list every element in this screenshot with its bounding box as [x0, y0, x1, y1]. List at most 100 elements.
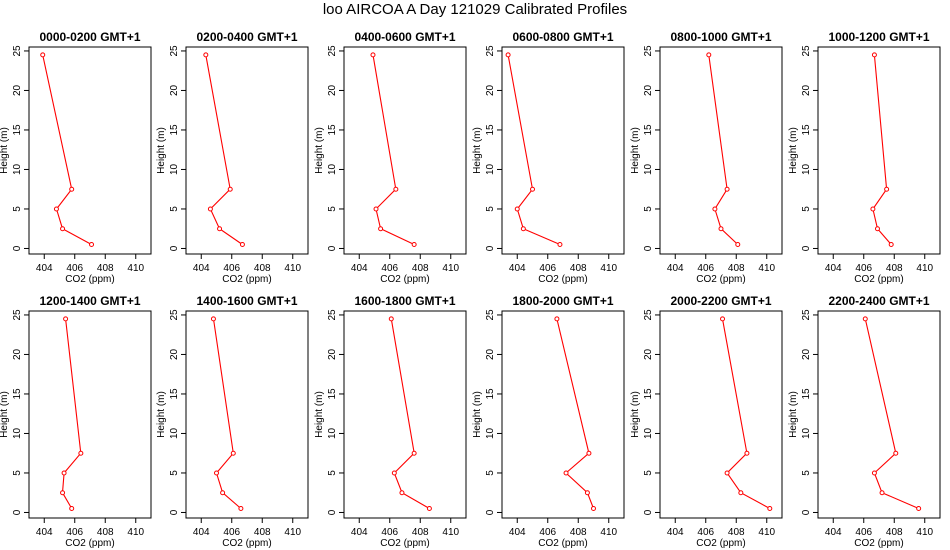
- profile-point: [735, 242, 741, 248]
- panel-title: 2000-2200 GMT+1: [670, 294, 771, 308]
- y-tick-label: 25: [485, 309, 496, 321]
- x-tick-label: 404: [509, 527, 526, 538]
- x-tick-label: 408: [97, 527, 114, 538]
- profile-panel: 0800-1000 GMT+1 404 406 408 410 CO2 (ppm) 0 5 10…: [630, 30, 783, 285]
- panel-title: 1200-1400 GMT+1: [39, 294, 140, 308]
- profile-point: [220, 490, 226, 496]
- y-tick-label: 0: [801, 245, 812, 251]
- profile-point: [60, 490, 66, 496]
- y-axis-label: Height (m): [630, 127, 641, 174]
- y-tick-label: 5: [485, 206, 496, 212]
- profile-point: [239, 242, 245, 248]
- x-tick-label: 408: [412, 527, 429, 538]
- y-tick-label: 0: [327, 245, 338, 251]
- profile-point: [227, 186, 233, 192]
- x-tick-label: 408: [254, 527, 271, 538]
- profile-point: [916, 506, 922, 512]
- profile-panel: 1400-1600 GMT+1 404 406 408 410 CO2 (ppm) 0 5 10…: [156, 294, 309, 549]
- x-tick-label: 404: [193, 263, 210, 274]
- x-tick-label: 406: [855, 527, 872, 538]
- profile-point: [586, 450, 592, 456]
- x-tick-label: 404: [36, 263, 53, 274]
- page-title: loo AIRCOA A Day 121029 Calibrated Profi…: [322, 1, 628, 18]
- x-axis-label: CO2 (ppm): [538, 274, 587, 285]
- plot-frame: [817, 310, 941, 519]
- y-tick-label: 20: [169, 84, 180, 96]
- y-tick-label: 15: [327, 124, 338, 136]
- profile-point: [879, 490, 885, 496]
- y-axis-label: Height (m): [314, 391, 325, 438]
- plot-frame: [817, 46, 941, 255]
- x-tick-label: 408: [886, 263, 903, 274]
- y-axis-label: Height (m): [472, 391, 483, 438]
- x-tick-label: 404: [193, 527, 210, 538]
- y-axis-label: Height (m): [314, 127, 325, 174]
- x-tick-label: 404: [36, 527, 53, 538]
- profile-point: [563, 470, 569, 476]
- y-tick-label: 25: [643, 309, 654, 321]
- panel-title: 1600-1800 GMT+1: [354, 294, 455, 308]
- profile-point: [591, 506, 596, 512]
- x-tick-label: 410: [284, 527, 301, 538]
- y-tick-label: 20: [801, 348, 812, 360]
- profile-point: [871, 470, 877, 476]
- x-tick-label: 410: [758, 527, 775, 538]
- profile-point: [724, 186, 730, 192]
- x-tick-label: 408: [728, 263, 745, 274]
- y-tick-label: 15: [643, 388, 654, 400]
- x-tick-label: 408: [254, 263, 271, 274]
- panel-title: 0200-0400 GMT+1: [196, 30, 297, 44]
- profile-point: [884, 186, 890, 192]
- panel-title: 1800-2000 GMT+1: [512, 294, 613, 308]
- profile-point: [411, 242, 417, 248]
- y-tick-label: 10: [169, 427, 180, 439]
- y-tick-label: 0: [485, 245, 496, 251]
- profile-point: [373, 206, 379, 212]
- y-tick-label: 5: [643, 470, 654, 476]
- profile-point: [78, 450, 84, 456]
- x-axis-label: CO2 (ppm): [380, 274, 429, 285]
- plot-frame: [185, 46, 309, 255]
- profile-line: [372, 54, 415, 245]
- x-tick-label: 406: [381, 263, 398, 274]
- profile-point: [584, 490, 590, 496]
- profile-point: [720, 316, 726, 322]
- profile-point: [391, 470, 397, 476]
- x-tick-label: 404: [509, 263, 526, 274]
- y-tick-label: 25: [327, 45, 338, 57]
- profile-point: [63, 316, 69, 322]
- profile-point: [862, 316, 868, 322]
- profile-point: [53, 206, 59, 212]
- y-tick-label: 5: [12, 206, 23, 212]
- y-tick-label: 10: [485, 427, 496, 439]
- y-tick-label: 25: [169, 309, 180, 321]
- x-tick-label: 404: [825, 527, 842, 538]
- profile-point: [214, 470, 219, 476]
- y-tick-label: 10: [643, 427, 654, 439]
- x-tick-label: 408: [97, 263, 114, 274]
- x-tick-label: 406: [697, 527, 714, 538]
- y-axis-label: Height (m): [0, 127, 10, 174]
- y-tick-label: 15: [485, 388, 496, 400]
- y-tick-label: 25: [801, 309, 812, 321]
- profile-line: [721, 318, 771, 509]
- y-axis-label: Height (m): [156, 391, 167, 438]
- profile-panel: 1600-1800 GMT+1 404 406 408 410 CO2 (ppm) 0 5 10…: [314, 294, 467, 549]
- y-tick-label: 15: [327, 388, 338, 400]
- y-tick-label: 5: [169, 470, 180, 476]
- profile-point: [370, 52, 376, 58]
- y-tick-label: 0: [643, 509, 654, 515]
- y-tick-label: 25: [12, 45, 23, 57]
- profile-panel: 2200-2400 GMT+1 404 406 408 410 CO2 (ppm) 0 5 10…: [788, 294, 941, 549]
- y-tick-label: 10: [643, 163, 654, 175]
- x-tick-label: 406: [381, 527, 398, 538]
- y-tick-label: 0: [801, 509, 812, 515]
- y-tick-label: 5: [801, 470, 812, 476]
- profile-point: [61, 470, 67, 476]
- x-tick-label: 406: [539, 263, 556, 274]
- x-tick-label: 410: [758, 263, 775, 274]
- profile-line: [872, 54, 892, 245]
- y-tick-label: 10: [12, 427, 23, 439]
- x-tick-label: 410: [600, 263, 617, 274]
